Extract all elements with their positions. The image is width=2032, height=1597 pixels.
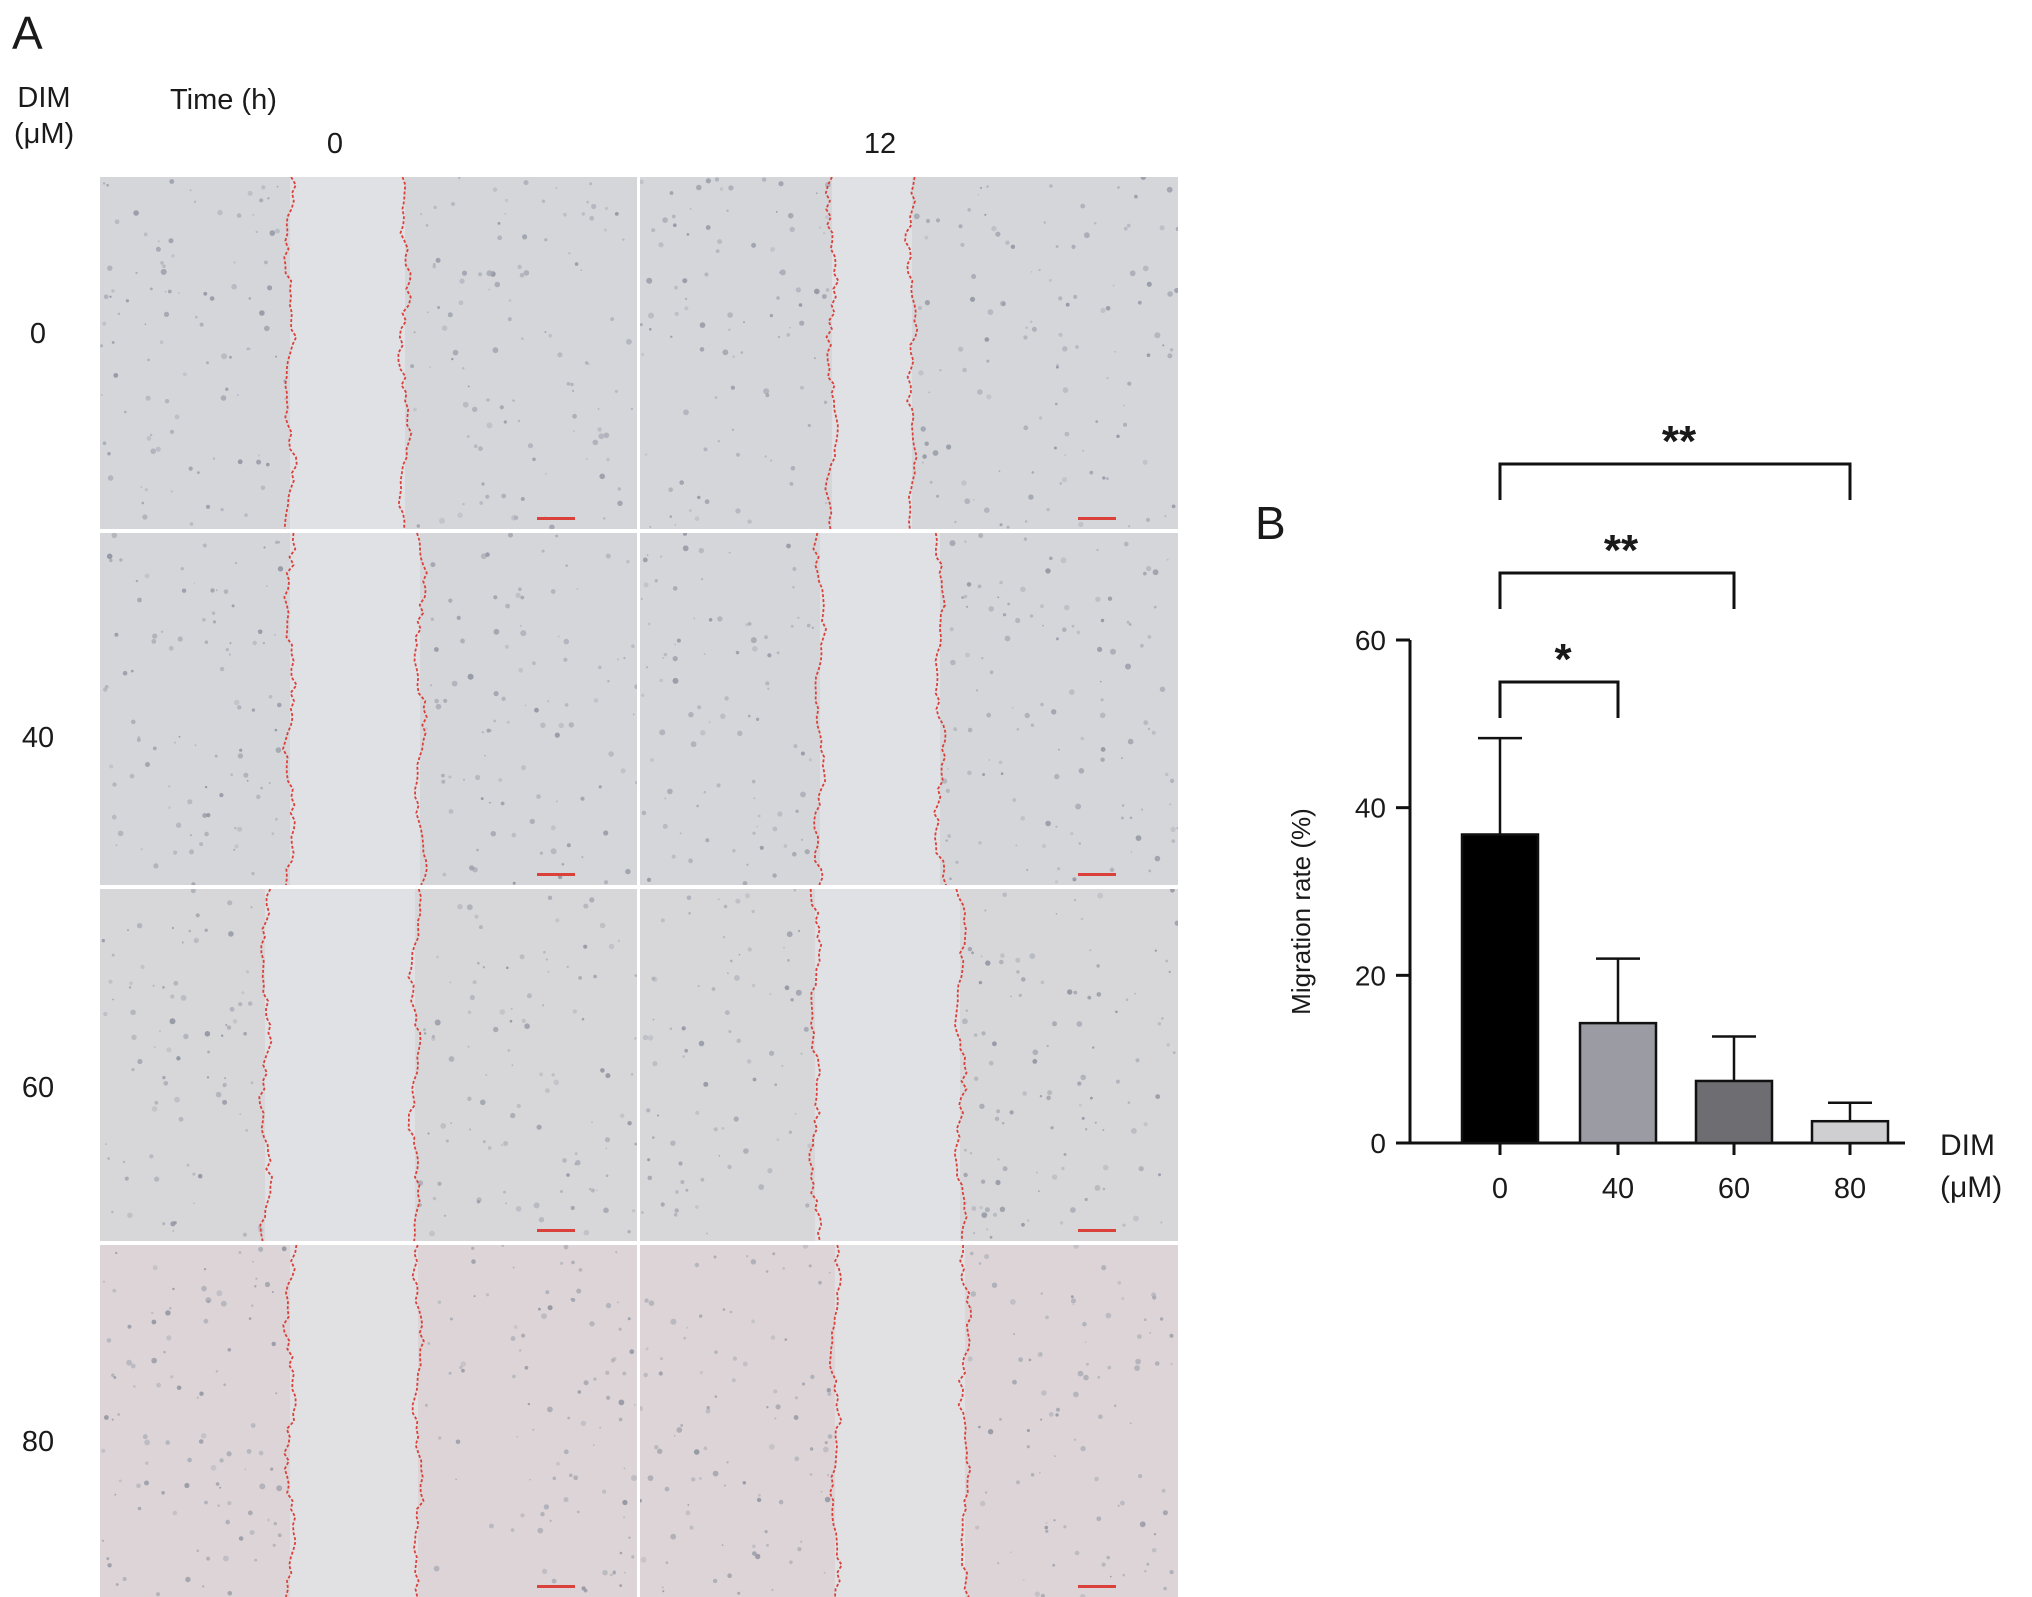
significance-stars: **: [1662, 417, 1697, 466]
micrograph-texture: [640, 533, 1178, 885]
y-tick-label: 0: [1370, 1128, 1386, 1159]
migration-rate-bar-chart: 0 20 40 60 Migration rate (%) 0 40 60 80 DIM (μM) *…: [1286, 417, 2002, 1205]
micrograph-texture: [641, 889, 1178, 1241]
y-tick-label: 20: [1355, 960, 1386, 991]
micrograph-texture: [101, 889, 637, 1241]
dim-row-60: 60: [21, 1072, 55, 1104]
wound-edge-line: [953, 889, 968, 1241]
x-tick-label: 0: [1492, 1173, 1508, 1205]
x-axis-label-line1: DIM: [1940, 1129, 1995, 1162]
x-tick-label: 80: [1834, 1173, 1866, 1205]
wound-edge-line: [828, 1245, 843, 1597]
scratch-micrograph: [640, 1245, 1178, 1597]
dim-row-80: 80: [21, 1426, 55, 1458]
wound-edge-line: [411, 1245, 425, 1597]
x-tick-label: 60: [1718, 1173, 1750, 1205]
scale-bar: [1078, 1229, 1116, 1232]
bar-dim-0: [1460, 833, 1540, 1145]
wound-edge-line: [282, 533, 298, 885]
scale-bar: [1078, 1585, 1116, 1588]
scale-bar: [537, 1229, 575, 1232]
wound-edge-line: [824, 177, 840, 529]
wound-edge-line: [808, 889, 823, 1241]
scratch-micrograph: [100, 889, 637, 1241]
significance-stars: **: [1604, 526, 1639, 575]
wound-edge-line: [397, 177, 413, 529]
bar-dim-80: [1810, 1119, 1890, 1145]
wound-edge-line: [932, 533, 947, 885]
panel-a-letter: A: [12, 7, 43, 59]
wound-edge-line: [812, 533, 827, 885]
micrograph-texture: [100, 177, 634, 529]
panel-b-letter: B: [1255, 497, 1286, 549]
wound-edge-line: [282, 1245, 298, 1597]
time-column-12: 12: [863, 128, 897, 160]
x-axis-label-line2: (μM): [1940, 1171, 2002, 1204]
dim-row-40: 40: [21, 722, 55, 754]
wound-edge-line: [258, 889, 273, 1241]
wound-edge-line: [413, 533, 428, 885]
wound-edge-line: [957, 1245, 972, 1597]
micrograph-texture: [101, 1245, 637, 1597]
scale-bar: [1078, 517, 1116, 520]
scale-bar: [1078, 873, 1116, 876]
significance-stars: *: [1554, 635, 1572, 684]
micrograph-texture: [640, 1245, 1174, 1597]
wound-edge-line: [407, 889, 422, 1241]
scale-bar: [537, 1585, 575, 1588]
micrograph-texture: [103, 533, 637, 885]
dim-label-line1: DIM: [17, 82, 71, 114]
dim-row-0: 0: [29, 318, 47, 350]
scratch-micrograph: [640, 533, 1178, 885]
scratch-micrograph: [100, 533, 637, 885]
y-tick-label: 60: [1355, 625, 1386, 656]
wound-edge-line: [904, 177, 919, 529]
scale-bar: [537, 873, 575, 876]
scratch-micrograph: [640, 889, 1178, 1241]
significance-bracket: [1498, 571, 1736, 609]
significance-bracket: [1498, 462, 1852, 500]
time-column-0: 0: [326, 128, 344, 160]
wound-edge-line: [283, 177, 298, 529]
y-tick-label: 40: [1355, 793, 1386, 824]
significance-bracket: [1498, 680, 1620, 718]
scale-bar: [537, 517, 575, 520]
scratch-micrograph: [640, 177, 1178, 529]
micrograph-texture: [640, 177, 1178, 529]
y-axis-label: Migration rate (%): [1286, 808, 1316, 1015]
scratch-micrograph: [100, 1245, 637, 1597]
scratch-micrograph: [100, 177, 637, 529]
x-tick-label: 40: [1602, 1173, 1634, 1205]
dim-label-line2: (μM): [14, 118, 75, 151]
time-axis-label: Time (h): [170, 84, 277, 116]
bar-dim-60: [1694, 1079, 1774, 1145]
dim-axis-label: DIM (μM): [14, 80, 74, 153]
bar-dim-40: [1578, 1021, 1658, 1145]
